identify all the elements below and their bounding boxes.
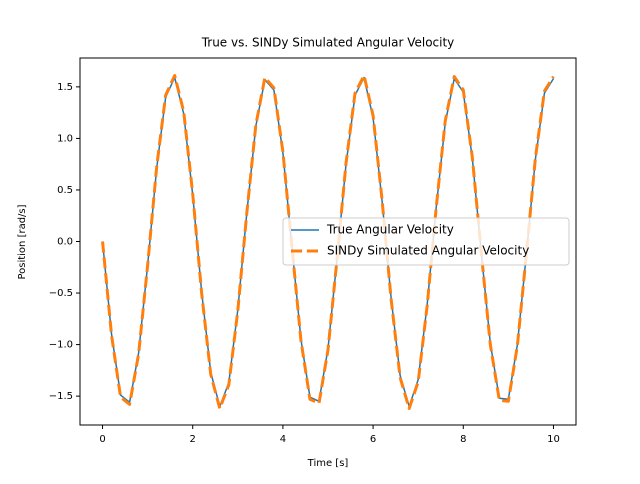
y-tick-label: −1.5 [49, 391, 73, 402]
x-tick-label: 6 [370, 434, 376, 445]
y-tick-label: 0.0 [57, 237, 73, 248]
x-axis-label: Time [s] [307, 458, 349, 469]
y-tick-label: −0.5 [49, 288, 73, 299]
chart-title: True vs. SINDy Simulated Angular Velocit… [201, 36, 455, 50]
legend-label: SINDy Simulated Angular Velocity [327, 244, 529, 258]
y-tick-label: 0.5 [57, 185, 73, 196]
x-tick-label: 0 [99, 434, 105, 445]
y-tick-label: 1.0 [57, 133, 73, 144]
y-tick-label: 1.5 [57, 82, 73, 93]
legend-label: True Angular Velocity [326, 223, 454, 237]
x-tick-label: 4 [280, 434, 286, 445]
x-tick-label: 8 [460, 434, 466, 445]
x-tick-label: 10 [547, 434, 560, 445]
y-tick-label: −1.0 [49, 340, 73, 351]
y-axis-label: Position [rad/s] [17, 204, 28, 279]
legend-box [282, 217, 570, 266]
axes-frame [79, 57, 577, 426]
x-tick-label: 2 [190, 434, 196, 445]
